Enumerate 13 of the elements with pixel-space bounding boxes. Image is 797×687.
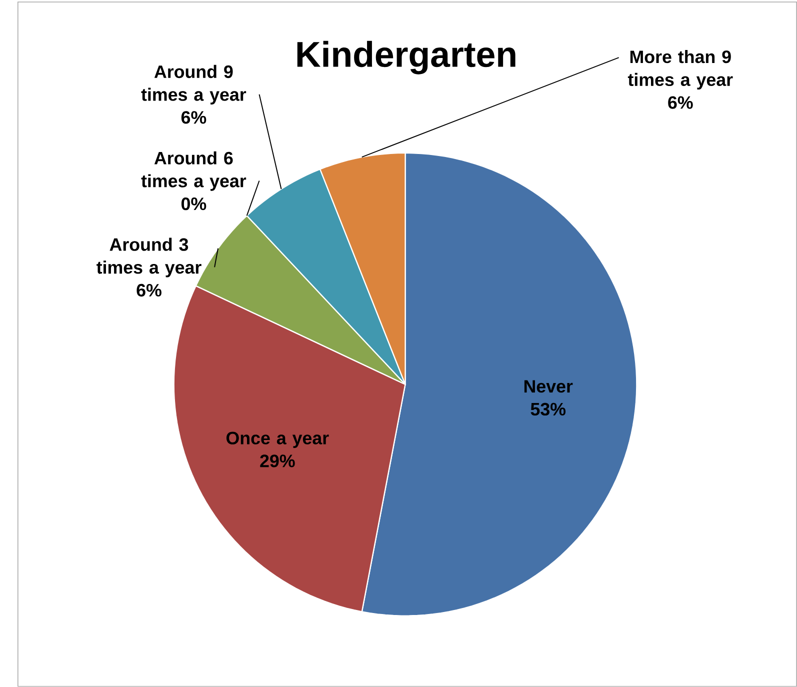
slice-label: Never	[524, 380, 573, 393]
text: 0%	[181, 198, 206, 210]
slice-label: Around 9 times a year	[141, 65, 246, 105]
data-label: 53%	[530, 403, 566, 416]
data-label: 6%	[136, 284, 162, 297]
data-label: 6%	[668, 96, 693, 109]
slice-label: Around 3 times a year	[96, 238, 202, 278]
category-label: Around 6 times a year	[141, 151, 246, 191]
slice-label: Once a year	[226, 432, 329, 448]
data-label: 6%	[181, 111, 206, 124]
slice-label: More than 9 times a year	[628, 50, 733, 90]
chart-title: Kindergarten	[297, 40, 516, 74]
data-label: 29%	[260, 454, 295, 468]
